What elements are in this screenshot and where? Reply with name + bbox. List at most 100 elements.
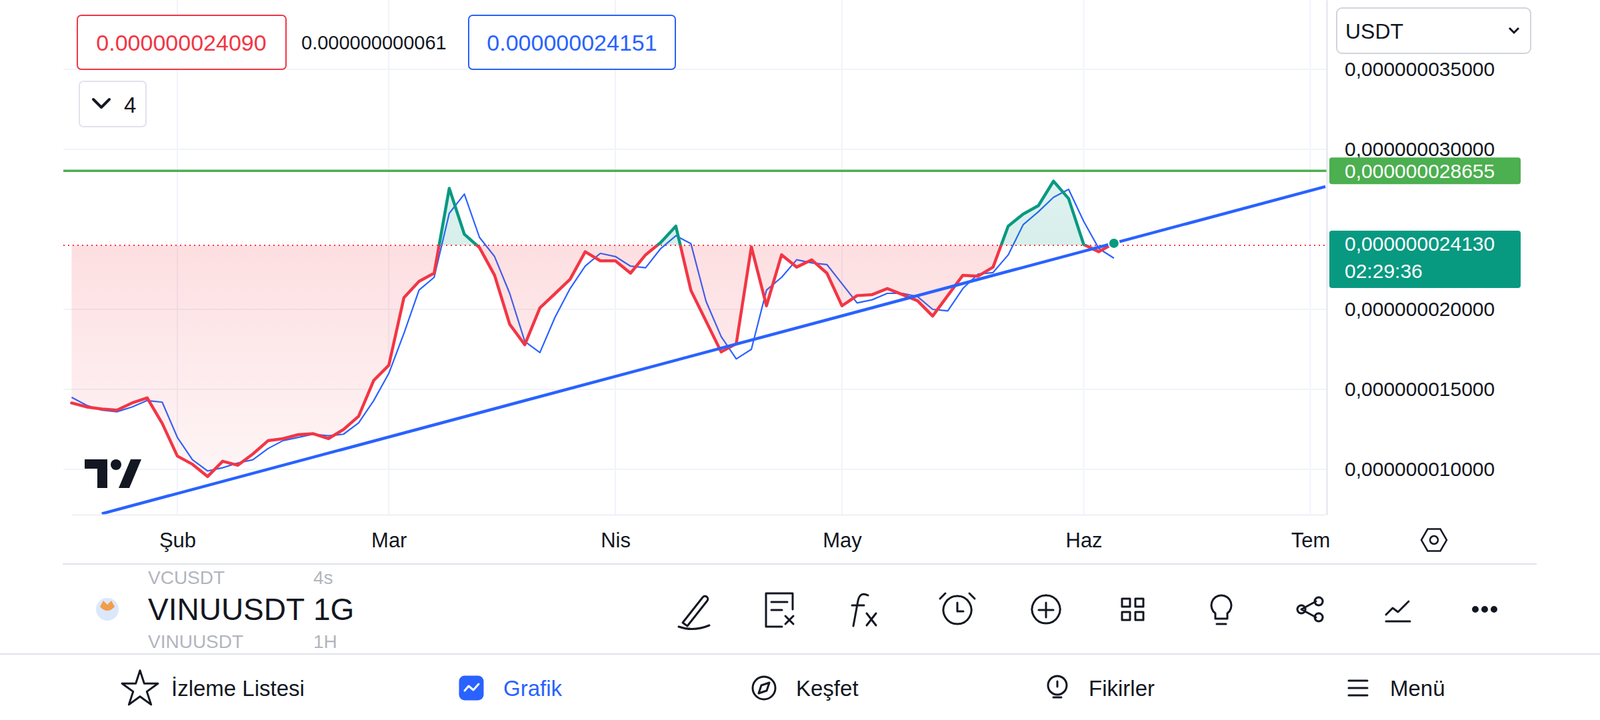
price-line [71,181,1114,246]
buy-price[interactable]: 0.000000024151 [486,30,657,56]
x-tick: Nis [600,514,631,552]
more-icon[interactable] [1473,607,1478,612]
countdown-label: 02:29:36 [1344,260,1423,282]
price-line [71,245,1114,477]
x-axis: Şub Mar Nis May Haz Tem [72,514,1330,552]
sell-box[interactable] [77,15,286,70]
y-tick-label: 0,000000020000 [1344,298,1495,320]
ideas-icon[interactable] [1211,595,1232,624]
x-tick: Mar [371,514,407,552]
x-tick-label: Haz [1065,528,1102,552]
y-tick-label: 0,000000030000 [1344,138,1495,160]
nav-icon[interactable] [752,676,776,700]
add-icon[interactable] [1032,595,1060,624]
nav-label[interactable]: Grafik [503,676,563,701]
reference-label: 0,000000028655 [1344,160,1495,182]
baseline-side [71,181,1114,246]
nav-icon[interactable] [122,670,158,705]
last-price-label: 0,000000024130 [1344,232,1495,255]
chart-type-icon[interactable] [1386,601,1410,622]
grid-line-x [1083,0,1085,515]
indicator-count[interactable]: 4 [124,92,136,118]
y-tick: 0,000000015000 [1326,378,1495,400]
baseline-area [71,181,1114,246]
x-tick-label: Nis [600,528,631,552]
symbol[interactable]: VINUUSDT [148,592,305,627]
y-tick: 0,000000020000 [1326,298,1495,320]
explore-needle [758,682,770,694]
settings-icon[interactable] [1421,529,1447,552]
x-tick-label: Tem [1291,528,1331,552]
tv-logo-part [118,459,142,488]
symbol-avatar [96,598,119,621]
last-price-box [1329,230,1521,288]
buy-box[interactable] [468,15,676,70]
sell-price[interactable]: 0.000000024090 [96,30,266,56]
symbol-option[interactable]: VCUSDT [148,567,225,588]
page: 0,000000035000 0,000000030000 0,0000000200… [0,0,1600,720]
grid [63,0,1327,515]
nav-label[interactable]: Fikirler [1088,676,1155,701]
menu-icon[interactable] [1348,680,1368,696]
y-tick: 0,000000010000 [1326,458,1495,480]
y-tick: 0,000000030000 [1326,138,1495,160]
nav-icon[interactable] [1348,680,1368,696]
tv-logo [84,459,142,488]
chart-icon-line [464,684,479,691]
indicator-icon[interactable] [852,594,876,626]
select-chevron [1509,28,1519,33]
x-tick: Haz [1065,514,1102,552]
clear-icon[interactable] [766,593,794,627]
share-icon[interactable] [1297,597,1323,622]
symbol-avatar-face [100,600,115,611]
tv-logo-part [110,459,122,470]
grid-line-y [63,468,1327,470]
more-icon[interactable] [1482,607,1488,612]
chart-icon[interactable] [460,676,483,700]
nav-icon[interactable] [1048,676,1067,698]
tv-logo-part [84,459,108,488]
reference-line [63,170,1327,173]
alert-icon[interactable] [940,593,975,624]
interval-option[interactable]: 1H [313,631,338,652]
layout-icon[interactable] [1122,598,1144,620]
y-tick-label: 0,000000010000 [1344,458,1495,480]
x-tick: May [822,514,862,552]
ideas-nav-base [1053,681,1062,698]
x-tick-label: May [822,528,862,552]
background [0,0,1600,720]
chevron-icon [93,99,110,108]
separator [62,563,1537,565]
y-tick-label: 0,000000035000 [1344,58,1495,80]
y-axis-line [1326,0,1328,516]
y-tick-label: 0,000000015000 [1344,378,1495,400]
nav-icon[interactable] [460,676,483,700]
y-tick: 0,000000035000 [1326,58,1495,80]
x-tick: Şub [159,514,196,552]
x-tick-label: Şub [159,528,196,552]
separator [0,653,1600,655]
interval[interactable]: 1G [313,592,354,627]
reference-label-box [1329,157,1521,184]
currency-select[interactable] [1336,8,1531,54]
trend-line [102,186,1326,514]
nav-label[interactable]: İzleme Listesi [171,676,305,701]
more-icon[interactable] [1492,607,1497,612]
x-tick: Tem [1291,514,1331,552]
currency[interactable]: USDT [1345,19,1404,44]
grid-line-x [1309,0,1311,515]
interval-option[interactable]: 4s [313,567,334,588]
plot [63,170,1327,514]
nav-label[interactable]: Keşfet [796,676,859,701]
toolbar-icons [678,593,1497,630]
nav-label[interactable]: Menü [1390,676,1446,701]
baseline-side [71,245,1114,477]
spread: 0.000000000061 [301,32,447,54]
draw-icon[interactable] [678,596,710,629]
grid-line-y [63,148,1327,150]
explore-icon[interactable] [752,676,776,700]
symbol-option[interactable]: VINUUSDT [148,631,244,652]
watchlist-icon[interactable] [122,670,158,705]
settings-icon-center [1430,536,1438,544]
indicator-toggle[interactable] [79,81,146,127]
